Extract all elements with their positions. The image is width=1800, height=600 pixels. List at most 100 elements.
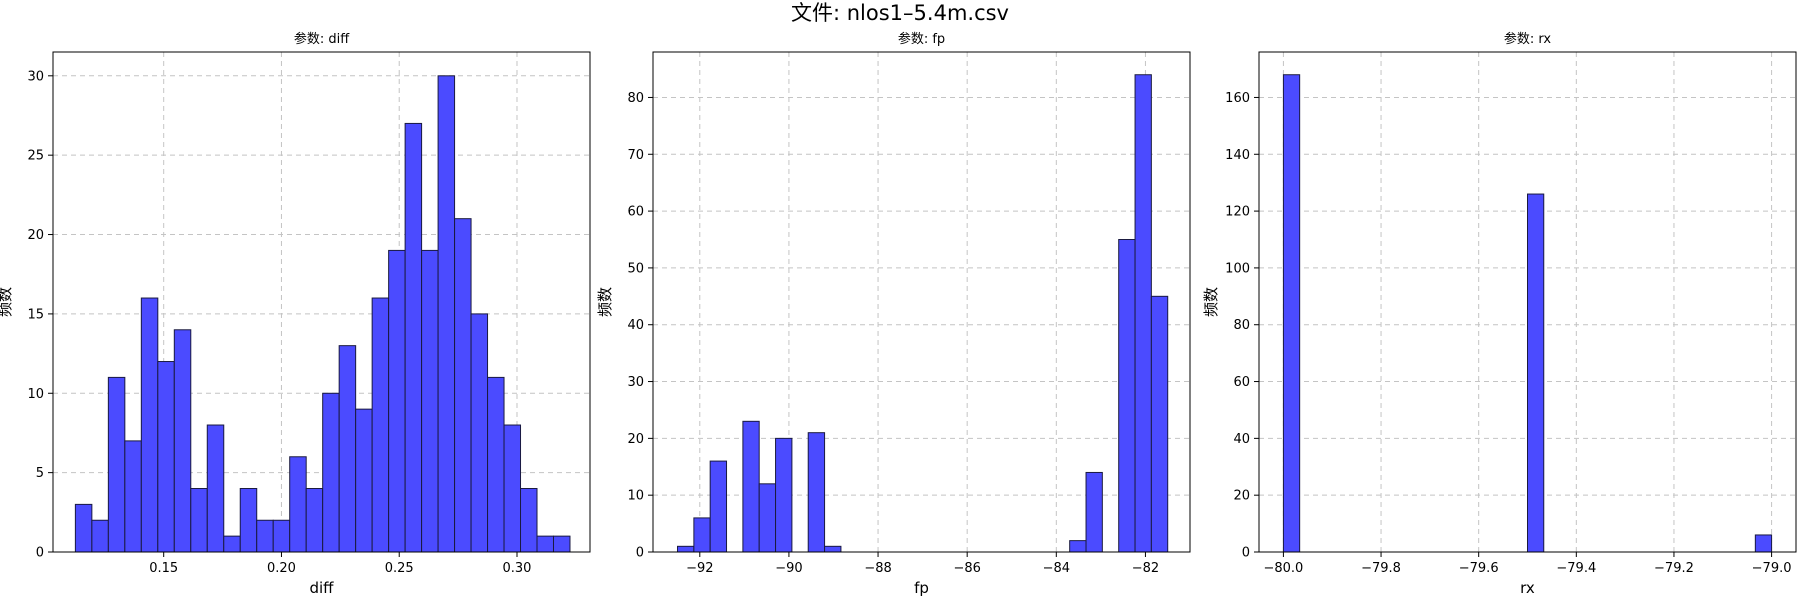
histogram-bar	[338, 345, 357, 553]
x-tick-label: −79.2	[1654, 561, 1694, 576]
histogram-bar	[140, 297, 159, 553]
plot-frame	[1258, 51, 1797, 553]
histogram-bar	[1754, 534, 1773, 553]
histogram-bar	[107, 376, 126, 553]
histogram-bar	[693, 517, 711, 553]
y-tick-label: 160	[1225, 91, 1250, 106]
x-tick-label: −88	[864, 561, 891, 576]
histogram-bar	[190, 488, 208, 553]
histogram-bar	[355, 408, 373, 553]
histogram-bar	[371, 297, 390, 553]
plot-frame	[52, 51, 591, 553]
y-tick-label: 25	[27, 149, 44, 164]
y-tick-label: 140	[1225, 148, 1250, 163]
histogram-panel-3: −80.0 −79.8 −79.6 −79.4 −79.2 −79.0 0 20 40 60 80 1…	[1202, 31, 1797, 597]
histogram-bar	[256, 519, 274, 553]
histogram-bar	[758, 483, 777, 553]
x-tick-label: 0.30	[503, 561, 532, 576]
histogram-bar	[487, 376, 505, 553]
histogram-bar	[552, 535, 571, 553]
subplot-title: 参数: fp	[898, 31, 945, 47]
histogram-panel-1: 0.15 0.20 0.25 0.30 0 5 10 15 20 25 30 参数: diff diff…	[0, 31, 591, 597]
histogram-bar	[1134, 74, 1152, 553]
x-axis-label: diff	[309, 579, 334, 597]
y-tick-label: 60	[627, 205, 644, 220]
x-tick-label: 0.15	[149, 561, 178, 576]
histogram-bar	[206, 424, 225, 553]
histogram-bar	[454, 218, 472, 553]
histogram-bar	[388, 249, 406, 553]
x-tick-label: −80.0	[1263, 561, 1303, 576]
x-tick-label: −86	[953, 561, 980, 576]
histogram-bar	[74, 503, 93, 553]
y-tick-label: 0	[36, 546, 44, 561]
y-tick-label: 15	[27, 307, 44, 322]
x-tick-label: −79.4	[1556, 561, 1596, 576]
histogram-bar	[404, 122, 423, 553]
x-tick-label: 0.20	[267, 561, 296, 576]
histogram-bar	[91, 519, 109, 553]
y-tick-label: 0	[1242, 546, 1250, 561]
x-tick-label: −92	[686, 561, 713, 576]
histogram-bar	[807, 432, 826, 553]
histogram-bar	[305, 488, 324, 553]
subplot-title: 参数: rx	[1504, 31, 1552, 47]
histogram-bar	[709, 460, 728, 553]
y-tick-label: 5	[36, 466, 44, 481]
y-axis-label: 频数	[596, 287, 614, 317]
histogram-bar	[173, 329, 192, 553]
y-tick-label: 40	[627, 318, 644, 333]
histogram-bar	[824, 545, 842, 553]
histogram-bar	[775, 437, 793, 553]
y-tick-label: 30	[27, 69, 44, 84]
y-tick-label: 20	[627, 432, 644, 447]
y-tick-label: 60	[1233, 375, 1250, 390]
histogram-bar	[503, 424, 522, 553]
y-tick-label: 50	[627, 261, 644, 276]
histogram-bar	[421, 249, 439, 553]
y-tick-label: 0	[636, 546, 644, 561]
histogram-bar	[1150, 295, 1169, 553]
histogram-bar	[1085, 471, 1103, 553]
y-tick-label: 30	[627, 375, 644, 390]
histogram-bar	[1069, 540, 1087, 553]
y-tick-label: 70	[627, 148, 644, 163]
y-tick-label: 40	[1233, 432, 1250, 447]
histogram-bar	[1282, 74, 1301, 553]
y-tick-label: 20	[1233, 489, 1250, 504]
histogram-bar	[677, 545, 695, 553]
figure-title: 文件: nlos1–5.4m.csv	[791, 1, 1009, 25]
x-tick-label: −90	[775, 561, 802, 576]
x-axis-label: fp	[914, 579, 929, 597]
y-tick-label: 20	[27, 228, 44, 243]
y-tick-label: 100	[1225, 261, 1250, 276]
x-tick-label: −84	[1043, 561, 1070, 576]
histogram-bar	[223, 535, 241, 553]
histogram-bar	[1527, 193, 1545, 553]
y-tick-label: 10	[627, 489, 644, 504]
histogram-bar	[289, 456, 307, 553]
histogram-bar	[536, 535, 554, 553]
y-axis-label: 频数	[0, 287, 14, 317]
x-tick-label: −79.0	[1752, 561, 1792, 576]
histogram-bar	[322, 392, 340, 553]
histogram-bar	[239, 488, 258, 553]
histogram-bar	[124, 440, 142, 553]
histogram-panel-2: −92 −90 −88 −86 −84 −82 0 10 20 30 40 50 60 70 80 参数: f…	[596, 31, 1191, 597]
histogram-bar	[742, 420, 760, 553]
histogram-bar	[520, 488, 538, 553]
y-tick-label: 120	[1225, 205, 1250, 220]
x-tick-label: −82	[1132, 561, 1159, 576]
y-tick-label: 80	[1233, 318, 1250, 333]
histogram-bar	[470, 313, 489, 553]
x-axis-label: rx	[1520, 579, 1535, 597]
histogram-bar	[1118, 239, 1136, 553]
y-axis-label: 频数	[1202, 287, 1220, 317]
x-tick-label: 0.25	[385, 561, 414, 576]
y-tick-label: 10	[27, 387, 44, 402]
plot-frame	[652, 51, 1191, 553]
x-tick-label: −79.6	[1459, 561, 1499, 576]
subplot-title: 参数: diff	[294, 31, 350, 47]
histogram-bar	[157, 361, 175, 553]
